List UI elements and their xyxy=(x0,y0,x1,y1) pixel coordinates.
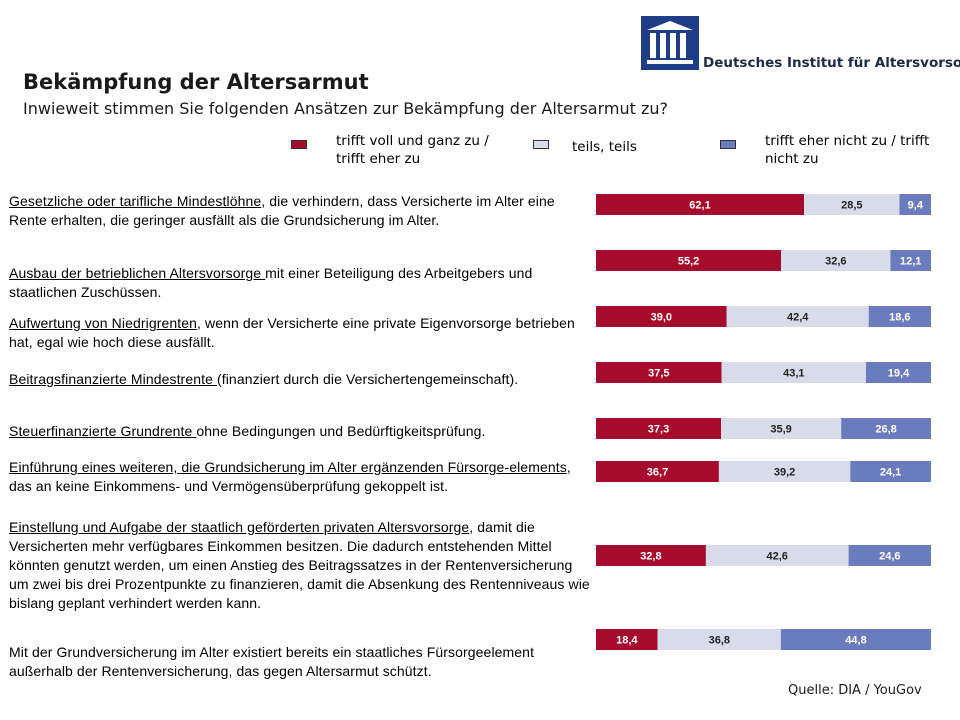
bar-label-3-2: 42,4 xyxy=(787,312,809,324)
legend-agree-line1: trifft voll und ganz zu / xyxy=(336,133,489,149)
bar-segment-5-3 xyxy=(841,418,931,439)
legend-label-agree: trifft voll und ganz zu / trifft eher zu xyxy=(336,132,489,168)
bar-segment-5-2 xyxy=(721,418,842,439)
question-3-topic: Aufwertung von Niedrigrenten xyxy=(9,315,198,331)
bar-segment-4-2 xyxy=(721,362,866,383)
question-3: Aufwertung von Niedrigrenten, wenn der V… xyxy=(9,314,594,352)
bar-segment-2-3 xyxy=(890,250,931,271)
institute-logo: Deutsches Institut für Altersvorsorge xyxy=(641,16,960,74)
bar-segment-2-2 xyxy=(781,250,891,271)
question-7: Einstellung und Aufgabe der staatlich ge… xyxy=(9,518,594,613)
question-2-text: mit einer Beteiligung des Arbeitgebers u… xyxy=(9,265,533,300)
question-3-text: , wenn der Versicherte eine private Eige… xyxy=(9,315,575,350)
bar-label-6-3: 24,1 xyxy=(880,467,901,479)
bar-segment-5-1 xyxy=(596,418,721,439)
legend-label-disagree: trifft eher nicht zu / trifft nicht zu xyxy=(765,132,929,168)
source-note: Quelle: DIA / YouGov xyxy=(788,683,922,698)
bar-label-8-1: 18,4 xyxy=(616,635,638,647)
legend-label-neutral: teils, teils xyxy=(572,138,637,156)
legend-swatch-neutral xyxy=(533,140,549,149)
question-2: Ausbau der betrieblichen Altersvorsorge … xyxy=(9,264,594,302)
bar-label-7-2: 42,6 xyxy=(766,551,787,563)
legend-swatch-agree xyxy=(291,140,307,149)
bar-label-7-1: 32,8 xyxy=(640,551,661,563)
question-4-topic: Beitragsfinanzierte Mindestrente xyxy=(9,371,217,387)
bar-segment-6-1 xyxy=(596,461,719,482)
bar-label-1-1: 62,1 xyxy=(689,200,710,212)
question-1-text: , die verhindern, dass Versicherte im Al… xyxy=(9,193,555,228)
legend-disagree-line2: nicht zu xyxy=(765,151,819,167)
bar-label-7-3: 24,6 xyxy=(879,551,900,563)
bar-segment-4-3 xyxy=(866,362,931,383)
bar-label-1-3: 9,4 xyxy=(908,200,924,212)
bar-segment-6-3 xyxy=(850,461,931,482)
question-1: Gesetzliche oder tarifliche Mindestlöhne… xyxy=(9,192,594,230)
bar-label-6-2: 39,2 xyxy=(774,467,795,479)
question-4: Beitragsfinanzierte Mindestrente (finanz… xyxy=(9,370,594,389)
bar-label-5-2: 35,9 xyxy=(770,424,791,436)
bar-segment-1-2 xyxy=(804,194,900,215)
bar-label-4-3: 19,4 xyxy=(888,368,910,380)
question-6: Einführung eines weiteren, die Grundsich… xyxy=(9,458,594,496)
bar-segment-3-2 xyxy=(726,306,869,327)
bar-label-1-2: 28,5 xyxy=(841,200,862,212)
bar-segment-8-2 xyxy=(657,629,781,650)
question-5: Steuerfinanzierte Grundrente ohne Beding… xyxy=(9,422,594,441)
question-5-topic: Steuerfinanzierte Grundrente xyxy=(9,423,197,439)
legend-disagree-line1: trifft eher nicht zu / trifft xyxy=(765,133,930,149)
question-7-topic: Einstellung und Aufgabe der staatlich ge… xyxy=(9,519,470,535)
bar-segment-8-1 xyxy=(596,629,658,650)
bar-segment-6-2 xyxy=(718,461,851,482)
bar-segment-4-1 xyxy=(596,362,722,383)
building-columns-icon xyxy=(641,16,699,70)
legend-neutral-text: teils, teils xyxy=(572,139,637,155)
bar-label-6-1: 36,7 xyxy=(647,467,668,479)
bar-label-8-2: 36,8 xyxy=(709,635,730,647)
legend-agree-line2: trifft eher zu xyxy=(336,151,421,167)
question-2-topic: Ausbau der betrieblichen Altersvorsorge xyxy=(9,265,266,281)
legend-swatch-disagree xyxy=(720,140,736,149)
bar-segment-3-3 xyxy=(868,306,931,327)
bar-label-5-1: 37,3 xyxy=(648,424,669,436)
logo-name: Deutsches Institut für Altersvorsorge xyxy=(703,55,960,71)
bar-label-4-1: 37,5 xyxy=(648,368,669,380)
question-8: Mit der Grundversicherung im Alter exist… xyxy=(9,643,594,681)
bar-segment-1-3 xyxy=(899,194,931,215)
bar-label-3-3: 18,6 xyxy=(889,312,910,324)
question-5-text: ohne Bedingungen und Bedürftigkeitsprüfu… xyxy=(196,423,486,439)
bar-segment-1-1 xyxy=(596,194,804,215)
bar-label-2-1: 55,2 xyxy=(678,256,699,268)
bar-segment-2-1 xyxy=(596,250,782,271)
bar-segment-7-3 xyxy=(848,545,931,566)
question-7-text: , damit die Versicherten mehr verfügbare… xyxy=(9,519,590,611)
page-title: Bekämpfung der Altersarmut xyxy=(23,70,369,94)
bar-segment-8-3 xyxy=(780,629,931,650)
question-6-topic: Einführung eines weiteren, die Grundsich… xyxy=(9,459,567,475)
page-subtitle: Inwieweit stimmen Sie folgenden Ansätzen… xyxy=(23,99,669,118)
bar-segment-7-2 xyxy=(705,545,849,566)
bar-label-2-2: 32,6 xyxy=(825,256,846,268)
bar-label-5-3: 26,8 xyxy=(875,424,896,436)
bar-label-3-1: 39,0 xyxy=(651,312,672,324)
bar-segment-3-1 xyxy=(596,306,727,327)
bar-label-4-2: 43,1 xyxy=(783,368,804,380)
question-1-topic: Gesetzliche oder tarifliche Mindestlöhne xyxy=(9,193,262,209)
question-4-text: (finanziert durch die Versichertengemein… xyxy=(216,371,519,387)
bar-segment-7-1 xyxy=(596,545,706,566)
bar-label-8-3: 44,8 xyxy=(845,635,866,647)
bar-label-2-3: 12,1 xyxy=(900,256,921,268)
question-8-text: Mit der Grundversicherung im Alter exist… xyxy=(9,644,535,679)
question-6-text: , das an keine Einkommens- und Vermögens… xyxy=(9,459,571,494)
